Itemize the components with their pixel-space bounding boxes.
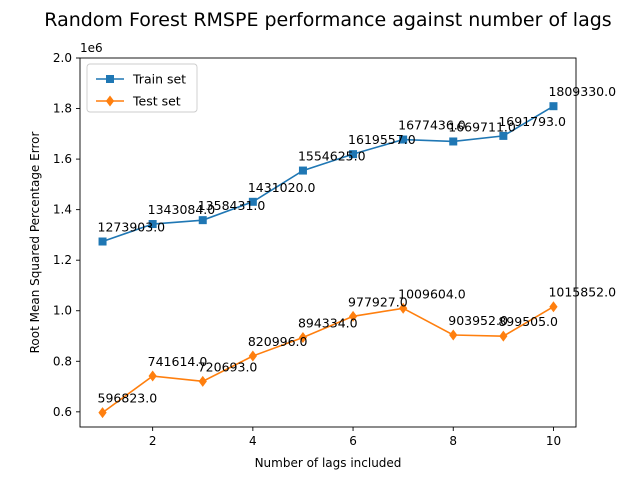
- y-axis-label: Root Mean Squared Percentage Error: [28, 132, 42, 354]
- x-tick-label: 6: [349, 434, 357, 448]
- data-point: [348, 310, 358, 322]
- y-tick-label: 1.4: [53, 203, 72, 217]
- data-label: 1669711.0: [448, 119, 516, 134]
- data-label: 1677436.0: [398, 118, 466, 133]
- data-point: [449, 329, 458, 341]
- y-tick-label: 1.8: [53, 102, 72, 116]
- data-label: 596823.0: [98, 391, 158, 406]
- data-label: 1358431.0: [198, 198, 266, 213]
- data-label: 894334.0: [298, 315, 358, 330]
- series-line-test: [102, 306, 554, 414]
- data-point: [198, 375, 207, 387]
- series-line-train: [102, 105, 554, 243]
- data-label: 1619557.0: [348, 132, 416, 147]
- legend: Train set Test set: [86, 63, 198, 113]
- data-point: [248, 197, 257, 206]
- data-label: 1015852.0: [548, 285, 616, 300]
- data-label: 1343084.0: [148, 202, 216, 217]
- y-tick-label: 1.2: [53, 253, 72, 267]
- legend-marker: [105, 95, 115, 107]
- chart-title: Random Forest RMSPE performance against …: [44, 9, 611, 31]
- legend-label: Train set: [132, 72, 186, 87]
- data-label: 720693.0: [198, 359, 258, 374]
- axes: 2 4 6 8 10 0.6 0.8 1.0 1.2 1.4 1.6 1.8 2.0: [53, 51, 577, 448]
- data-point: [449, 137, 458, 146]
- data-point: [98, 237, 107, 246]
- data-point: [499, 330, 508, 342]
- x-tick-label: 8: [449, 434, 457, 448]
- legend-marker: [106, 75, 114, 83]
- data-label: 1431020.0: [248, 180, 316, 195]
- data-point: [499, 131, 508, 140]
- y-tick-label: 0.6: [53, 405, 72, 419]
- data-point: [399, 302, 408, 314]
- x-tick-label: 10: [546, 434, 561, 448]
- data-point: [349, 150, 358, 159]
- x-tick-label: 4: [249, 434, 257, 448]
- y-tick-label: 0.8: [53, 354, 72, 368]
- y-tick-label: 1.0: [53, 304, 72, 318]
- data-label: 1009604.0: [398, 286, 466, 301]
- data-point: [549, 301, 558, 313]
- legend-label: Test set: [132, 94, 181, 109]
- plot-frame: [79, 57, 577, 428]
- data-point: [148, 220, 157, 229]
- data-label: 1809330.0: [548, 84, 616, 99]
- data-point: [399, 135, 408, 144]
- data-point: [298, 166, 307, 175]
- data-label: 1691793.0: [498, 114, 566, 129]
- y-tick-label: 1.6: [53, 152, 72, 166]
- data-point: [98, 407, 107, 419]
- data-label: 903952.0: [448, 313, 508, 328]
- series-layer: [98, 102, 558, 419]
- data-label: 741614.0: [148, 354, 208, 369]
- data-label: 899505.0: [498, 314, 558, 329]
- y-tick-label: 2.0: [53, 51, 72, 65]
- data-label: 1273903.0: [98, 220, 166, 235]
- data-label: 977927.0: [348, 294, 408, 309]
- y-axis-scale-label: 1e6: [80, 41, 103, 55]
- data-point: [549, 102, 558, 111]
- data-label: 820996.0: [248, 334, 308, 349]
- data-point: [298, 331, 308, 343]
- data-point: [148, 370, 157, 382]
- legend-box: [86, 63, 198, 113]
- data-label: 1554625.0: [298, 149, 366, 164]
- x-axis-label: Number of lags included: [255, 456, 402, 470]
- data-point: [248, 350, 257, 362]
- x-tick-label: 2: [149, 434, 157, 448]
- data-point: [198, 216, 207, 225]
